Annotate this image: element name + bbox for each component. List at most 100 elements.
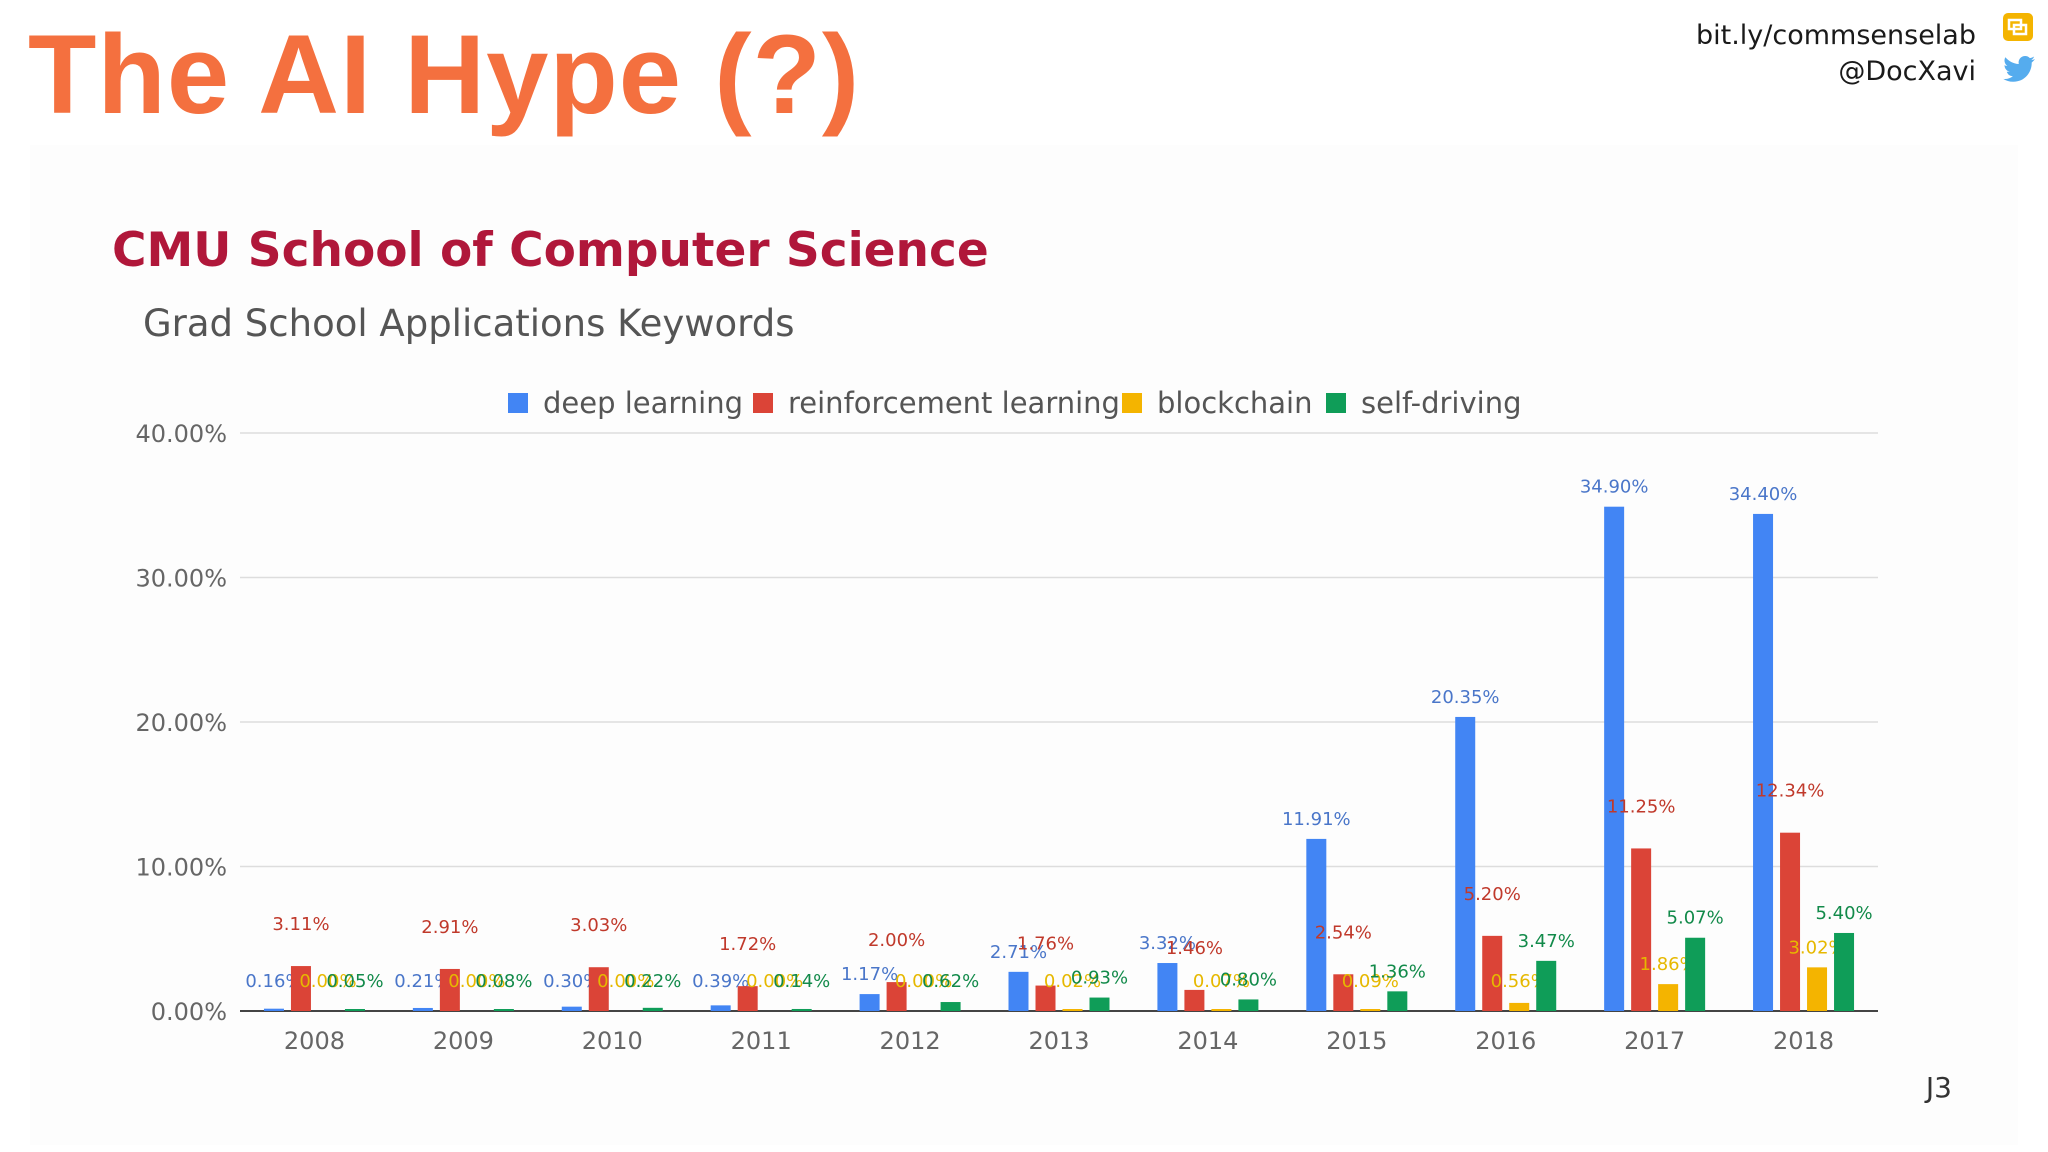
data-label: 12.34%: [1756, 781, 1825, 802]
data-label: 0.00%: [895, 971, 952, 992]
data-label: 0.08%: [475, 971, 532, 992]
data-label: 0.07%: [1193, 971, 1250, 992]
data-label: 2.00%: [868, 930, 925, 951]
data-label: 0.80%: [1220, 969, 1277, 990]
bar: [1536, 960, 1557, 1011]
credit-block: bit.ly/commsenselab @DocXavi: [1696, 18, 1976, 90]
bar: [710, 1005, 731, 1011]
y-tick-label: 40.00%: [135, 420, 227, 448]
bar: [1482, 935, 1503, 1011]
data-label: 34.90%: [1580, 477, 1649, 498]
bar: [1062, 1009, 1083, 1011]
legend-swatch: [1122, 393, 1142, 413]
data-label: 1.86%: [1640, 954, 1697, 975]
data-label: 3.47%: [1518, 931, 1575, 952]
bar: [412, 1007, 433, 1011]
bar: [940, 1002, 961, 1011]
y-tick-label: 20.00%: [135, 709, 227, 737]
data-label: 0.00%: [597, 971, 654, 992]
bar: [493, 1009, 514, 1011]
legend-swatch: [753, 393, 773, 413]
twitter-bird-icon: [2003, 56, 2035, 82]
bar: [1658, 984, 1679, 1011]
data-label: 0.39%: [692, 971, 749, 992]
bar: [1157, 963, 1178, 1011]
lab-link[interactable]: bit.ly/commsenselab: [1695, 20, 1976, 51]
bar: [1238, 999, 1259, 1011]
bar: [1333, 974, 1354, 1011]
bar: [1455, 716, 1476, 1011]
data-label: 0.21%: [394, 971, 451, 992]
data-label: 0.22%: [624, 971, 681, 992]
bar: [439, 968, 460, 1011]
x-tick-label: 2008: [284, 1027, 345, 1055]
bar: [859, 994, 880, 1011]
chart-title: CMU School of Computer Science: [112, 223, 989, 278]
data-label: 1.36%: [1369, 961, 1426, 982]
x-tick-label: 2013: [1028, 1027, 1089, 1055]
bar: [588, 967, 609, 1011]
bar: [1604, 506, 1625, 1011]
data-label: 0.00%: [299, 971, 356, 992]
data-label: 0.93%: [1071, 968, 1128, 989]
y-tick-label: 0.00%: [151, 998, 227, 1026]
data-label: 2.91%: [421, 917, 478, 938]
data-label: 1.46%: [1166, 938, 1223, 959]
data-label: 0.05%: [326, 971, 383, 992]
twitter-handle[interactable]: @DocXavi: [1838, 56, 1976, 87]
bar: [642, 1007, 663, 1011]
data-label: 3.32%: [1139, 933, 1196, 954]
data-label: 0.09%: [1342, 971, 1399, 992]
data-label: 34.40%: [1729, 484, 1798, 505]
data-label: 11.91%: [1282, 809, 1351, 830]
data-label: 5.20%: [1464, 884, 1521, 905]
slides-icon: [2003, 13, 2033, 41]
x-tick-label: 2016: [1475, 1027, 1536, 1055]
bar: [1753, 513, 1774, 1011]
data-label: 3.03%: [570, 915, 627, 936]
data-label: 0.56%: [1491, 971, 1548, 992]
bar: [1184, 989, 1205, 1011]
data-label: 0.00%: [746, 971, 803, 992]
data-label: 2.71%: [990, 942, 1047, 963]
bar: [1360, 1009, 1381, 1011]
y-tick-label: 10.00%: [135, 854, 227, 882]
data-label: 1.72%: [719, 934, 776, 955]
data-label: 0.62%: [922, 971, 979, 992]
x-tick-label: 2017: [1624, 1027, 1685, 1055]
legend-label: reinforcement learning: [788, 386, 1120, 420]
bar: [1306, 838, 1327, 1011]
page-number: J3: [1925, 1071, 1952, 1104]
bar: [886, 982, 907, 1011]
legend-label: deep learning: [543, 386, 743, 420]
x-tick-label: 2009: [433, 1027, 494, 1055]
bar: [1631, 848, 1652, 1011]
legend-swatch: [1326, 393, 1346, 413]
legend-swatch: [508, 393, 528, 413]
data-label: 3.11%: [272, 914, 329, 935]
data-label: 20.35%: [1431, 687, 1500, 708]
data-label: 5.40%: [1815, 903, 1872, 924]
slide-title: The AI Hype (?): [28, 12, 861, 137]
bar: [561, 1006, 582, 1011]
bar: [1780, 832, 1801, 1011]
bar: [1834, 932, 1855, 1011]
data-label: 0.02%: [1044, 971, 1101, 992]
chart-subtitle: Grad School Applications Keywords: [143, 302, 795, 345]
x-tick-label: 2015: [1326, 1027, 1387, 1055]
data-label: 0.30%: [543, 971, 600, 992]
x-tick-label: 2014: [1177, 1027, 1238, 1055]
x-tick-label: 2011: [731, 1027, 792, 1055]
data-label: 2.54%: [1315, 922, 1372, 943]
data-label: 0.00%: [448, 971, 505, 992]
data-label: 0.14%: [773, 971, 830, 992]
data-label: 3.02%: [1788, 937, 1845, 958]
data-label: 5.07%: [1667, 908, 1724, 929]
bar: [290, 966, 311, 1011]
bar: [1008, 971, 1029, 1011]
bar: [1089, 997, 1110, 1011]
legend-label: blockchain: [1157, 386, 1312, 420]
data-label: 0.16%: [245, 971, 302, 992]
bar: [1685, 937, 1706, 1011]
